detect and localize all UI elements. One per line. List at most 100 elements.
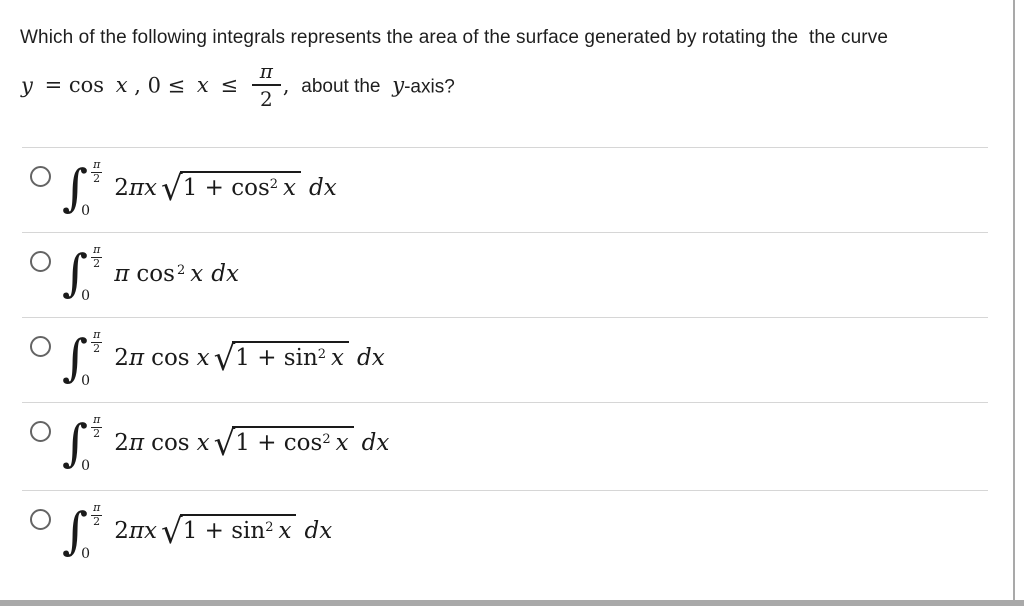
interval-start: , 0 ≤ xyxy=(134,73,186,98)
option-row-1[interactable]: ∫ π 2 0 2πx √1 + cos2 x dx xyxy=(0,148,1024,232)
option-row-2[interactable]: ∫ π 2 0 π cos 2 x dx xyxy=(0,233,1024,317)
upper-bound-denominator: 2 xyxy=(93,426,101,440)
y-variable: y xyxy=(21,73,33,98)
radical-sign: √ xyxy=(161,512,183,552)
exponent-2: 2 xyxy=(176,263,186,278)
integral-bounds: π 2 0 xyxy=(81,328,103,391)
exponent-2: 2 xyxy=(265,520,274,535)
integral-with-bounds: ∫ π 2 0 xyxy=(62,243,103,305)
integral-sign: ∫ xyxy=(62,159,89,217)
square-root: √1 + cos2 x xyxy=(214,424,354,464)
fraction-denominator: 2 xyxy=(259,86,273,111)
cos-function: cos xyxy=(151,430,190,456)
integral-bounds: π 2 0 xyxy=(81,501,103,564)
integral-with-bounds: ∫ π 2 0 xyxy=(62,501,103,564)
x-variable: x xyxy=(115,73,128,98)
divider xyxy=(22,402,988,403)
pi-x-term: πx xyxy=(128,175,158,201)
integral-formula: ∫ π 2 0 2π cos x √1 + sin2 x dx xyxy=(62,328,385,390)
exponent-2: 2 xyxy=(269,177,279,192)
upper-bound-denominator: 2 xyxy=(93,341,101,355)
integral-bounds: π 2 0 xyxy=(81,158,103,221)
radio-button[interactable] xyxy=(30,421,51,442)
radio-button[interactable] xyxy=(30,509,51,530)
question: Which of the following integrals represe… xyxy=(0,0,1024,147)
radicand: 1 + sin2 x xyxy=(232,341,350,371)
divider xyxy=(22,317,988,318)
radio-button[interactable] xyxy=(30,336,51,357)
option-row-3[interactable]: ∫ π 2 0 2π cos x √1 + sin2 x dx xyxy=(0,318,1024,402)
radicand-text: 1 + sin xyxy=(182,518,266,544)
window-bottom-edge xyxy=(0,600,1024,606)
coefficient: 2 xyxy=(114,518,129,544)
integral-with-bounds: ∫ π 2 0 xyxy=(62,413,103,476)
lower-bound: 0 xyxy=(81,288,90,304)
integral-sign: ∫ xyxy=(62,244,89,302)
coefficient: 2 xyxy=(114,175,129,201)
upper-bound-numerator: π xyxy=(91,413,103,428)
x-variable: x xyxy=(278,518,292,544)
coefficient: 2 xyxy=(114,345,129,371)
integral-formula: ∫ π 2 0 π cos 2 x dx xyxy=(62,243,239,305)
radical-sign: √ xyxy=(213,424,236,464)
about-text: about the xyxy=(301,76,381,98)
integrand: 2πx √1 + sin2 x dx xyxy=(114,512,332,552)
square-root: √1 + sin2 x xyxy=(214,339,350,379)
integral-with-bounds: ∫ π 2 0 xyxy=(62,328,103,391)
fraction-numerator: π xyxy=(251,59,281,86)
upper-bound-fraction: π 2 xyxy=(91,328,103,355)
upper-bound-denominator: 2 xyxy=(93,256,101,270)
cos-function: cos xyxy=(136,261,175,287)
upper-bound-numerator: π xyxy=(91,501,103,516)
upper-bound-fraction: π 2 xyxy=(91,413,103,440)
upper-bound-numerator: π xyxy=(91,328,103,343)
option-row-4[interactable]: ∫ π 2 0 2π cos x √1 + cos2 x dx xyxy=(0,403,1024,490)
leq-sign: ≤ xyxy=(220,73,239,98)
radicand: 1 + cos2 x xyxy=(179,171,302,201)
upper-bound-numerator: π xyxy=(91,158,103,173)
integral-sign: ∫ xyxy=(62,329,89,387)
integrand: 2πx √1 + cos2 x dx xyxy=(114,169,336,209)
coefficient: 2 xyxy=(114,430,129,456)
lower-bound: 0 xyxy=(81,203,90,219)
pi-over-2-fraction: π 2 xyxy=(251,59,281,111)
dx-term: dx xyxy=(211,261,239,287)
integrand: π cos 2 x dx xyxy=(114,261,239,287)
divider xyxy=(22,490,988,491)
x-variable: x xyxy=(335,430,349,456)
lower-bound: 0 xyxy=(81,458,90,474)
integral-formula: ∫ π 2 0 2πx √1 + cos2 x dx xyxy=(62,158,337,220)
dx-term: dx xyxy=(361,430,390,456)
window-right-edge xyxy=(1013,0,1015,600)
pi-term: π xyxy=(114,261,130,287)
radicand: 1 + sin2 x xyxy=(179,514,297,544)
integrand: 2π cos x √1 + sin2 x dx xyxy=(114,339,384,379)
dx-term: dx xyxy=(304,518,333,544)
radio-button[interactable] xyxy=(30,251,51,272)
x-variable: x xyxy=(196,73,209,98)
radical-sign: √ xyxy=(213,339,236,379)
x-variable: x xyxy=(331,345,345,371)
axis-suffix: -axis? xyxy=(404,76,455,98)
pi-term: π xyxy=(128,345,145,371)
x-variable: x xyxy=(196,345,210,371)
integrand: 2π cos x √1 + cos2 x dx xyxy=(114,424,389,464)
upper-bound-fraction: π 2 xyxy=(91,158,103,185)
upper-bound-fraction: π 2 xyxy=(91,243,103,270)
radicand-text: 1 + cos xyxy=(182,175,270,201)
radio-button[interactable] xyxy=(30,166,51,187)
divider xyxy=(22,147,988,148)
comma: , xyxy=(282,73,290,98)
option-row-5[interactable]: ∫ π 2 0 2πx √1 + sin2 x dx xyxy=(0,491,1024,600)
lower-bound: 0 xyxy=(81,373,90,389)
integral-formula: ∫ π 2 0 2π cos x √1 + cos2 x dx xyxy=(62,413,389,475)
pi-x-term: πx xyxy=(128,518,158,544)
upper-bound-denominator: 2 xyxy=(93,171,101,185)
dx-term: dx xyxy=(309,175,337,201)
integral-formula: ∫ π 2 0 2πx √1 + sin2 x dx xyxy=(62,501,332,563)
question-text-line2: y = cos x , 0 ≤ x ≤ π 2 , about the y-ax… xyxy=(21,59,1004,115)
x-variable: x xyxy=(283,175,297,201)
cos-function: cos xyxy=(151,345,190,371)
integral-bounds: π 2 0 xyxy=(81,413,103,476)
lower-bound: 0 xyxy=(81,546,90,562)
